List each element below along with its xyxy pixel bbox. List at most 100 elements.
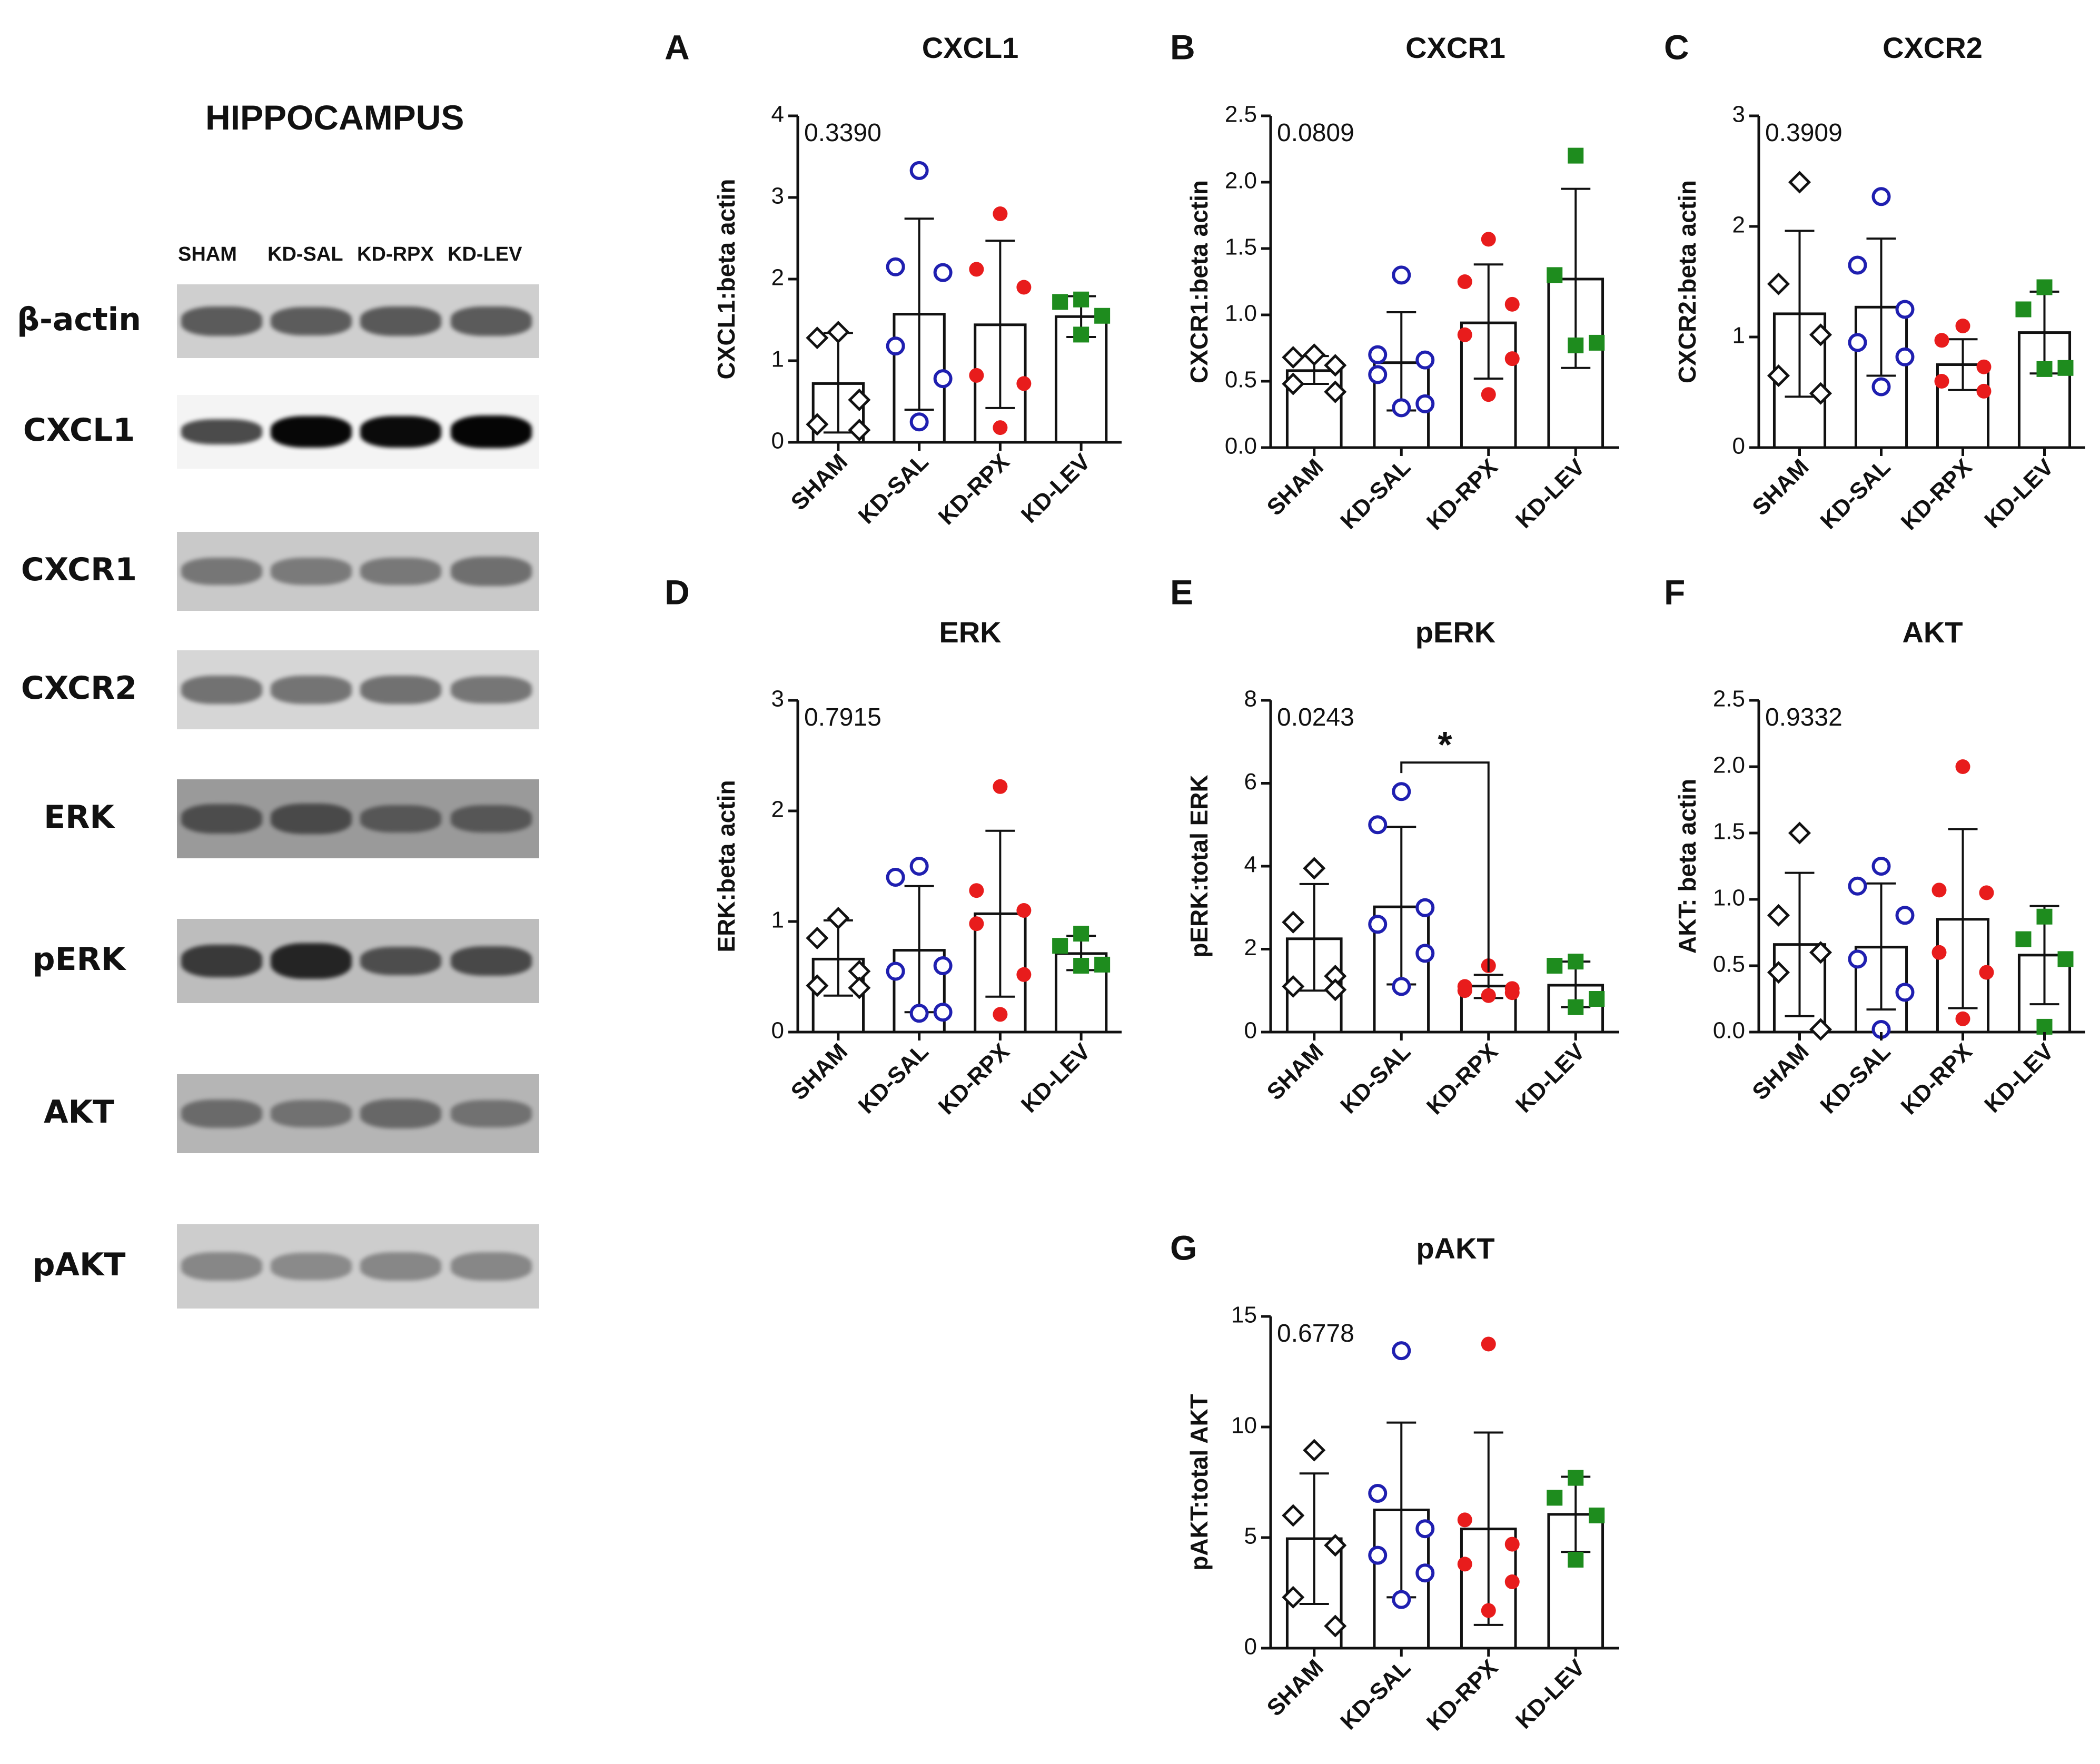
- y-tick-label: 0: [771, 1018, 784, 1044]
- x-tick-label: KD-LEV: [1016, 449, 1096, 528]
- blot-band: [181, 419, 262, 444]
- p-value: 0.7915: [804, 703, 881, 731]
- data-point: [1871, 857, 1891, 876]
- y-axis-label: CXCR2:beta actin: [1673, 180, 1701, 383]
- blot-band: [271, 676, 352, 704]
- data-point: [848, 388, 871, 411]
- blot-strip: [177, 532, 539, 611]
- data-point: [1415, 350, 1435, 370]
- data-point: [1303, 343, 1326, 366]
- y-tick-label: 4: [771, 102, 784, 127]
- data-point: [1481, 232, 1496, 247]
- y-tick-label: 0.0: [1225, 433, 1257, 459]
- data-point: [1871, 187, 1891, 206]
- protein-label: CXCL1: [23, 412, 135, 449]
- data-point: [1955, 1011, 1970, 1026]
- blot-band: [271, 1100, 352, 1127]
- data-point: [1303, 1439, 1326, 1462]
- data-point: [1324, 380, 1347, 403]
- x-tick-label: KD-LEV: [1016, 1038, 1096, 1118]
- y-tick-label: 2.5: [1713, 686, 1745, 712]
- data-point: [1504, 296, 1520, 312]
- x-tick-label: KD-RPX: [934, 449, 1015, 530]
- data-point: [1324, 1614, 1347, 1638]
- data-point: [993, 1007, 1008, 1022]
- blot-band: [181, 557, 262, 586]
- y-tick-label: 0: [1244, 1018, 1257, 1044]
- data-point: [1481, 1603, 1496, 1618]
- panel-letter: D: [665, 572, 690, 611]
- protein-label: pERK: [32, 941, 126, 978]
- p-value: 0.3909: [1765, 119, 1843, 147]
- bar: [1054, 315, 1108, 444]
- blot-band: [360, 675, 441, 705]
- panel-letter: E: [1170, 572, 1193, 611]
- x-tick-label: KD-SAL: [1335, 1654, 1415, 1735]
- blot-band: [271, 1252, 352, 1281]
- y-axis-label: CXCR1:beta actin: [1185, 180, 1213, 383]
- p-value: 0.0809: [1277, 119, 1354, 147]
- blot-band: [451, 415, 532, 448]
- data-point: [2036, 279, 2053, 295]
- data-point: [1016, 903, 1032, 918]
- data-point: [806, 326, 829, 350]
- x-tick-label: SHAM: [1262, 1654, 1329, 1721]
- x-tick-label: SHAM: [786, 1038, 853, 1105]
- y-tick-label: 1.0: [1713, 885, 1745, 911]
- data-point: [1895, 300, 1915, 319]
- blot-title: HIPPOCAMPUS: [205, 98, 464, 137]
- y-tick-label: 3: [771, 183, 784, 209]
- data-point: [1392, 782, 1411, 801]
- x-tick-label: KD-LEV: [1979, 454, 2059, 533]
- y-tick-label: 0: [1244, 1634, 1257, 1660]
- data-point: [1368, 815, 1388, 835]
- protein-label: β-actin: [17, 301, 141, 338]
- data-point: [1809, 323, 1832, 346]
- y-tick-label: 1: [771, 346, 784, 372]
- data-point: [1457, 274, 1472, 289]
- data-point: [1415, 944, 1435, 963]
- blot-band: [271, 415, 352, 448]
- significance-bracket: [1400, 761, 1490, 972]
- y-tick-label: 2: [1244, 935, 1257, 960]
- x-tick-label: SHAM: [1262, 454, 1329, 520]
- data-point: [1589, 991, 1605, 1007]
- data-point: [1368, 1545, 1388, 1565]
- data-point: [1568, 1470, 1584, 1486]
- lane-label: KD-LEV: [448, 243, 522, 265]
- data-point: [933, 1003, 953, 1022]
- chart-panel-c: C CXCR2 0 1 2 3 CXCR2:beta actin 0.3909 SHAM KD-S…: [1664, 27, 2085, 535]
- chart-title: ERK: [939, 616, 1001, 649]
- y-tick-label: 1: [1732, 323, 1745, 349]
- y-tick-label: 15: [1231, 1302, 1257, 1328]
- data-point: [1368, 365, 1388, 384]
- x-tick-label: KD-LEV: [1511, 1038, 1590, 1118]
- data-point: [827, 321, 850, 344]
- p-value: 0.9332: [1765, 703, 1843, 731]
- chart-title: CXCR2: [1883, 31, 1983, 64]
- data-point: [1809, 1018, 1832, 1041]
- data-point: [1589, 334, 1605, 351]
- data-point: [1392, 1341, 1411, 1361]
- data-point: [1392, 265, 1411, 285]
- x-tick-label: SHAM: [1747, 454, 1814, 520]
- data-point: [1979, 885, 1994, 900]
- panel-letter: C: [1664, 27, 1689, 66]
- data-point: [806, 974, 829, 997]
- y-tick-label: 2.0: [1225, 168, 1257, 194]
- x-tick-label: KD-LEV: [1511, 454, 1590, 533]
- blot-strip: [177, 395, 539, 469]
- data-point: [1481, 387, 1496, 402]
- blot-band: [360, 1252, 441, 1281]
- blot-band: [181, 1099, 262, 1128]
- data-point: [1303, 857, 1326, 880]
- data-point: [1788, 821, 1811, 845]
- data-point: [1457, 983, 1472, 998]
- data-point: [2036, 1018, 2053, 1035]
- blot-band: [360, 415, 441, 448]
- data-point: [1767, 904, 1790, 927]
- data-point: [909, 412, 929, 432]
- data-point: [1809, 941, 1832, 964]
- lane-label: KD-SAL: [268, 243, 343, 265]
- data-point: [1547, 1490, 1563, 1506]
